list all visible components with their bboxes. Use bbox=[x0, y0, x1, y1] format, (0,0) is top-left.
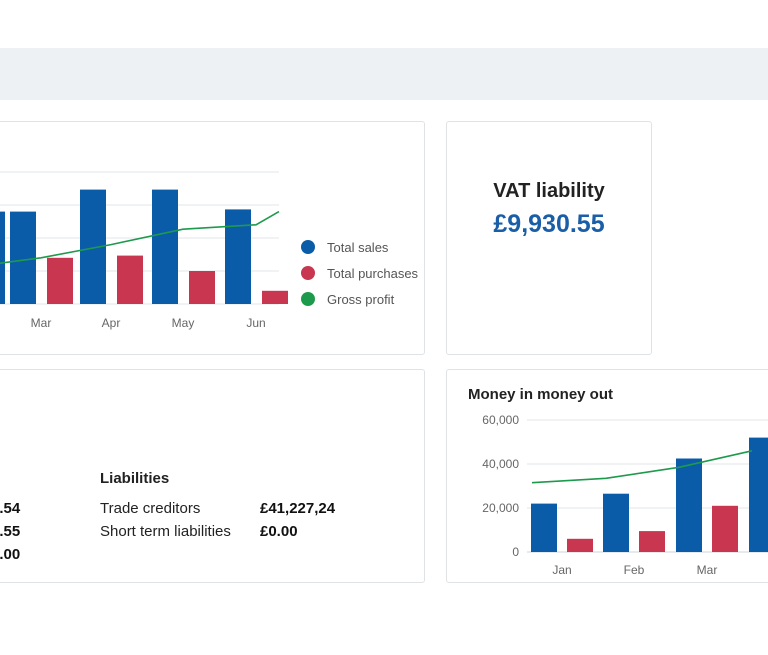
bar-total-sales bbox=[152, 189, 178, 304]
bar-total-purchases bbox=[262, 290, 288, 304]
legend-dot-total-purchases bbox=[301, 266, 315, 280]
y-tick-label: 60,000 bbox=[482, 413, 519, 427]
vat-liability-card[interactable]: VAT liability £9,930.55 bbox=[446, 121, 652, 355]
x-tick-label: Apr bbox=[102, 316, 121, 330]
legend-label: Total sales bbox=[327, 239, 389, 255]
liability-label: Short term liabilities bbox=[100, 523, 231, 540]
sales-chart-legend: Total sales Total purchases Gross profit bbox=[301, 234, 418, 312]
money-in-money-out-chart: 60,000 40,000 20,000 0 Jan Feb Mar bbox=[482, 413, 768, 577]
x-tick-label: Feb bbox=[624, 563, 645, 577]
money-chart-title: Money in money out bbox=[468, 386, 614, 403]
liability-value: £41,227,24 bbox=[260, 500, 336, 517]
bar-money-in bbox=[749, 437, 768, 552]
legend-dot-total-sales bbox=[301, 240, 315, 254]
legend-label: Gross profit bbox=[327, 291, 395, 307]
bar-total-sales bbox=[225, 209, 251, 304]
liability-value: £0.00 bbox=[260, 523, 298, 540]
asset-value: 6.54 bbox=[0, 500, 21, 517]
sales-purchases-chart: Mar Apr May Jun bbox=[0, 171, 288, 330]
money-in-money-out-card: Money in money out 60,000 40,000 20,000 0 Ja… bbox=[446, 369, 768, 583]
bar-total-purchases bbox=[189, 271, 215, 304]
bar-total-purchases bbox=[47, 257, 73, 304]
bar-total-sales bbox=[10, 211, 36, 304]
x-tick-label: Jan bbox=[552, 563, 571, 577]
bar-money-in bbox=[531, 503, 557, 552]
x-tick-label: Mar bbox=[697, 563, 718, 577]
x-tick-label: Jun bbox=[246, 316, 265, 330]
y-tick-label: 20,000 bbox=[482, 501, 519, 515]
legend-label: Total purchases bbox=[327, 265, 419, 281]
bar-money-out bbox=[567, 538, 593, 552]
legend-dot-gross-profit bbox=[301, 292, 315, 306]
y-tick-label: 40,000 bbox=[482, 457, 519, 471]
bar-total-sales bbox=[0, 211, 5, 304]
y-tick-label: 0 bbox=[512, 545, 519, 559]
legend-item-total-sales[interactable]: Total sales bbox=[301, 234, 418, 260]
bar-money-in bbox=[676, 458, 702, 552]
bar-money-out bbox=[712, 505, 738, 552]
bar-money-in bbox=[603, 493, 629, 552]
top-banner bbox=[0, 48, 768, 100]
x-tick-label: May bbox=[172, 316, 195, 330]
line-net bbox=[531, 450, 753, 484]
legend-item-total-purchases[interactable]: Total purchases bbox=[301, 260, 418, 286]
asset-value: 0.00 bbox=[0, 546, 21, 563]
x-tick-label: Mar bbox=[31, 316, 52, 330]
bar-money-out bbox=[639, 531, 665, 552]
legend-item-gross-profit[interactable]: Gross profit bbox=[301, 286, 418, 312]
vat-liability-value: £9,930.55 bbox=[493, 210, 605, 238]
bar-total-purchases bbox=[117, 255, 143, 304]
vat-liability-title: VAT liability bbox=[493, 180, 605, 202]
liability-label: Trade creditors bbox=[100, 500, 201, 517]
balance-sheet-card: 6.54 5.55 0.00 Liabilities Trade credito… bbox=[0, 369, 425, 583]
line-gross-profit bbox=[0, 210, 280, 265]
liabilities-heading: Liabilities bbox=[100, 470, 170, 487]
asset-value: 5.55 bbox=[0, 523, 21, 540]
sales-purchases-card: Mar Apr May Jun Total sales Total purchases… bbox=[0, 121, 425, 355]
